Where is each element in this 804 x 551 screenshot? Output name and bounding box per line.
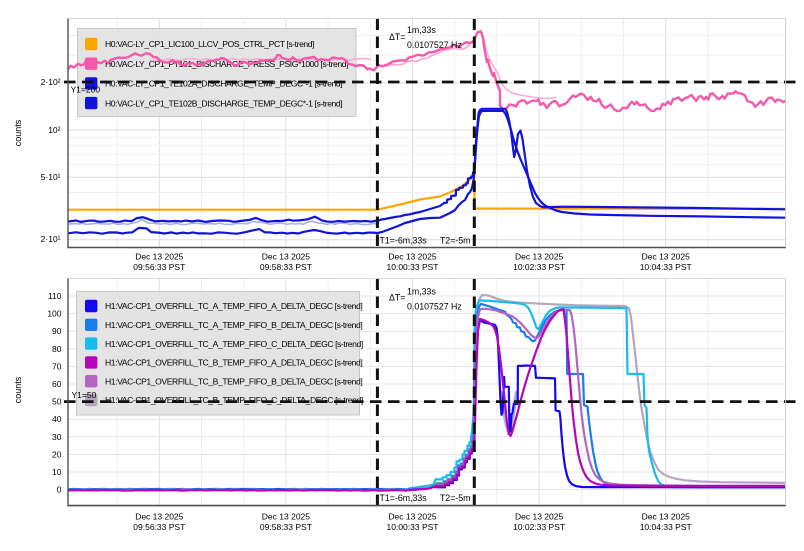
svg-text:Dec 13 2025: Dec 13 2025: [388, 252, 436, 262]
svg-text:110: 110: [48, 291, 62, 301]
svg-text:Y1=200: Y1=200: [71, 85, 101, 95]
svg-text:2·10²: 2·10²: [41, 77, 61, 87]
svg-text:50: 50: [52, 397, 62, 407]
svg-text:10: 10: [52, 467, 62, 477]
svg-text:Dec 13 2025: Dec 13 2025: [515, 252, 563, 262]
svg-text:90: 90: [52, 326, 62, 336]
svg-text:T1=-6m,33s: T1=-6m,33s: [380, 493, 428, 503]
svg-text:5·10¹: 5·10¹: [41, 172, 61, 182]
svg-text:ΔT=: ΔT=: [389, 32, 405, 42]
svg-text:Dec 13 2025: Dec 13 2025: [135, 512, 183, 522]
svg-text:10:04:33 PST: 10:04:33 PST: [640, 262, 692, 272]
svg-text:Y1=50: Y1=50: [72, 390, 97, 400]
svg-text:10²: 10²: [48, 125, 60, 135]
svg-text:100: 100: [47, 309, 61, 319]
svg-text:H1:VAC-CP1_OVERFILL_TC_B_TEMP_: H1:VAC-CP1_OVERFILL_TC_B_TEMP_FIFO_B_DEL…: [105, 376, 362, 386]
svg-text:Dec 13 2025: Dec 13 2025: [642, 512, 690, 522]
svg-text:10:02:33 PST: 10:02:33 PST: [513, 522, 565, 532]
svg-text:80: 80: [52, 344, 62, 354]
svg-text:ΔT=: ΔT=: [389, 293, 405, 303]
svg-text:T2=-5m: T2=-5m: [440, 236, 471, 246]
svg-text:10:02:33 PST: 10:02:33 PST: [513, 262, 565, 272]
svg-text:Dec 13 2025: Dec 13 2025: [642, 252, 690, 262]
svg-text:10:04:33 PST: 10:04:33 PST: [640, 522, 692, 532]
svg-text:09:56:33 PST: 09:56:33 PST: [133, 522, 185, 532]
svg-text:Dec 13 2025: Dec 13 2025: [388, 512, 436, 522]
svg-text:1m,33s: 1m,33s: [407, 25, 436, 35]
svg-text:0.0107527 Hz: 0.0107527 Hz: [407, 40, 462, 50]
svg-text:Dec 13 2025: Dec 13 2025: [515, 512, 563, 522]
svg-text:Dec 13 2025: Dec 13 2025: [262, 512, 310, 522]
svg-text:H0:VAC-LY_CP1_TE102B_DISCHARGE: H0:VAC-LY_CP1_TE102B_DISCHARGE_TEMP_DEGC…: [105, 98, 342, 108]
svg-text:10:00:33 PST: 10:00:33 PST: [387, 262, 439, 272]
svg-text:30: 30: [52, 432, 62, 442]
svg-text:0.0107527 Hz: 0.0107527 Hz: [407, 302, 462, 312]
svg-text:H0:VAC-LY_CP1_LIC100_LLCV_POS_: H0:VAC-LY_CP1_LIC100_LLCV_POS_CTRL_PCT […: [105, 39, 314, 49]
svg-text:09:58:33 PST: 09:58:33 PST: [260, 522, 312, 532]
svg-text:H1:VAC-CP1_OVERFILL_TC_A_TEMP_: H1:VAC-CP1_OVERFILL_TC_A_TEMP_FIFO_B_DEL…: [105, 320, 362, 330]
svg-text:counts: counts: [13, 376, 23, 403]
svg-text:H0:VAC-LY_CP1_PT101_DISCHARGE_: H0:VAC-LY_CP1_PT101_DISCHARGE_PRESS_PSIG…: [105, 59, 348, 69]
svg-text:T2=-5m: T2=-5m: [440, 493, 471, 503]
svg-text:10:00:33 PST: 10:00:33 PST: [387, 522, 439, 532]
svg-text:40: 40: [52, 414, 62, 424]
svg-text:2·10¹: 2·10¹: [41, 234, 61, 244]
svg-text:T1=-6m,33s: T1=-6m,33s: [380, 236, 428, 246]
svg-text:Dec 13 2025: Dec 13 2025: [135, 252, 183, 262]
svg-text:20: 20: [52, 449, 62, 459]
svg-text:H1:VAC-CP1_OVERFILL_TC_A_TEMP_: H1:VAC-CP1_OVERFILL_TC_A_TEMP_FIFO_C_DEL…: [105, 339, 363, 349]
svg-text:H0:VAC-LY_CP1_TE102A_DISCHARGE: H0:VAC-LY_CP1_TE102A_DISCHARGE_TEMP_DEGC…: [105, 79, 342, 89]
svg-text:Dec 13 2025: Dec 13 2025: [262, 252, 310, 262]
svg-text:60: 60: [52, 379, 62, 389]
svg-text:70: 70: [52, 361, 62, 371]
svg-text:0: 0: [57, 485, 62, 495]
svg-text:H1:VAC-CP1_OVERFILL_TC_B_TEMP_: H1:VAC-CP1_OVERFILL_TC_B_TEMP_FIFO_A_DEL…: [105, 358, 362, 368]
svg-text:H1:VAC-CP1_OVERFILL_TC_A_TEMP_: H1:VAC-CP1_OVERFILL_TC_A_TEMP_FIFO_A_DEL…: [105, 301, 362, 311]
svg-text:counts: counts: [13, 119, 23, 146]
svg-text:09:58:33 PST: 09:58:33 PST: [260, 262, 312, 272]
svg-text:1m,33s: 1m,33s: [407, 287, 436, 297]
svg-text:09:56:33 PST: 09:56:33 PST: [133, 262, 185, 272]
